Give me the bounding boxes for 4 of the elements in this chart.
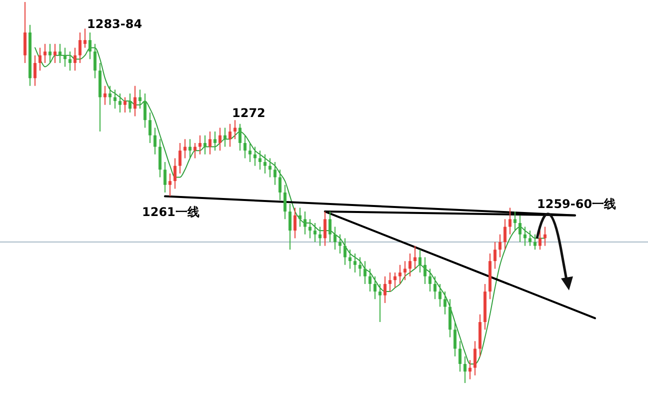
annotation: 1283-84 [87, 17, 142, 31]
annotation: 1261一线 [142, 205, 200, 219]
annotation: 1259-60一线 [537, 197, 616, 211]
annotation: 1272 [232, 106, 266, 120]
